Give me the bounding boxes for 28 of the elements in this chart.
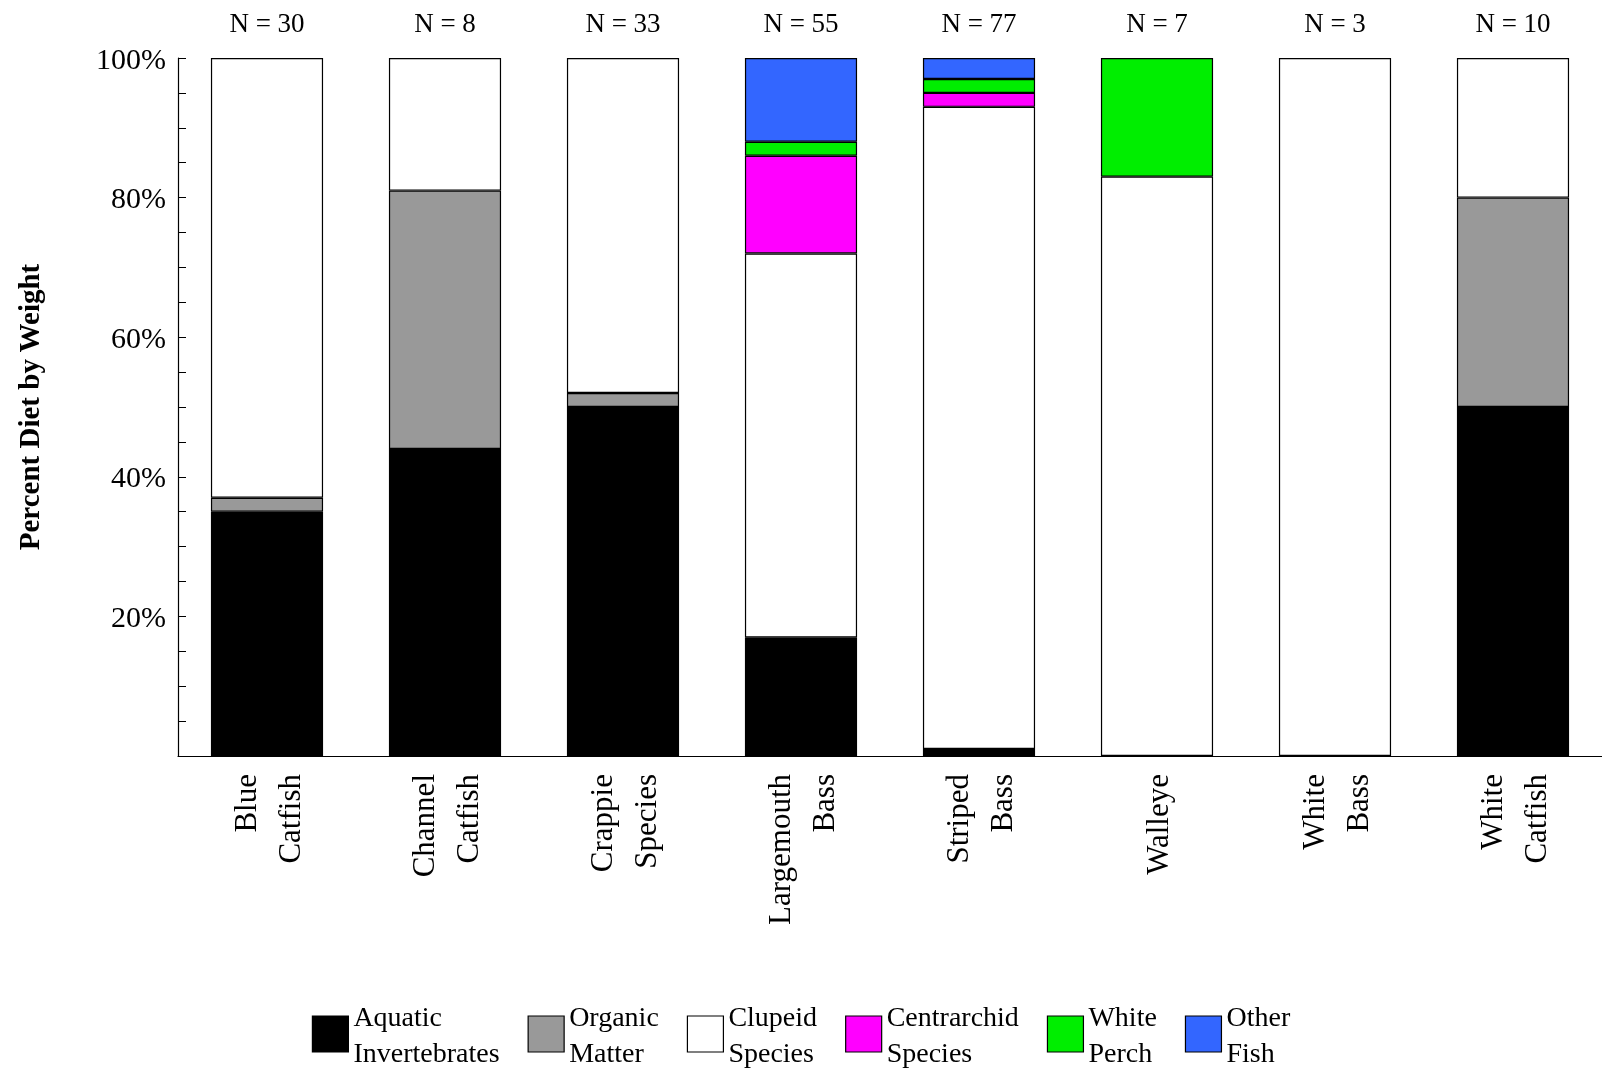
x-tick-label: Largemouth Bass bbox=[761, 773, 841, 925]
y-tick-label: 60% bbox=[111, 320, 166, 354]
annotation: N = 10 bbox=[1475, 7, 1551, 38]
legend-label: Aquatic Invertebrates bbox=[353, 1000, 500, 1068]
x-tick-label: Blue Catfish bbox=[227, 773, 307, 864]
legend-label: Other Fish bbox=[1226, 1000, 1291, 1068]
annotation: N = 7 bbox=[1126, 7, 1188, 38]
x-tick-label: Crappie Species bbox=[583, 774, 663, 873]
annotation: N = 30 bbox=[229, 7, 305, 38]
y-tick-label: 40% bbox=[111, 460, 166, 494]
annotation: N = 8 bbox=[414, 7, 476, 38]
x-tick-label: Walleye bbox=[1139, 774, 1175, 875]
y-tick-label: 100% bbox=[96, 41, 166, 75]
legend-label: Centrarchid Species bbox=[886, 1000, 1019, 1068]
x-tick-label: Striped Bass bbox=[939, 773, 1019, 864]
legend-label: White Perch bbox=[1088, 1000, 1157, 1068]
legend-label: Organic Matter bbox=[569, 1000, 659, 1068]
legend-label: Clupeid Species bbox=[728, 1000, 818, 1068]
x-tick-label: Channel Catfish bbox=[405, 773, 485, 878]
annotation: N = 55 bbox=[763, 7, 839, 38]
x-tick-label: White Catfish bbox=[1473, 773, 1553, 864]
y-tick-label: 80% bbox=[111, 181, 166, 215]
x-tick-label: White Bass bbox=[1295, 774, 1375, 850]
annotation: N = 33 bbox=[585, 7, 661, 38]
y-tick-label: 20% bbox=[111, 599, 166, 633]
annotation: N = 3 bbox=[1304, 7, 1366, 38]
annotation: N = 77 bbox=[941, 7, 1017, 38]
y-axis-title: Percent Diet by Weight bbox=[12, 263, 45, 551]
